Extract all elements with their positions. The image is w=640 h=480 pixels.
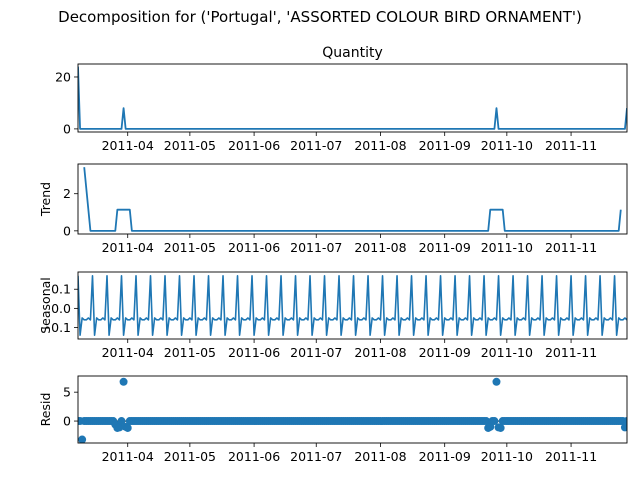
x-tick-label: 2011-10 (481, 345, 533, 360)
x-tick-label: 2011-10 (481, 240, 533, 255)
panel-2-frame (77, 163, 628, 235)
x-tick-label: 2011-09 (419, 138, 471, 153)
y-tick-label: 5 (63, 385, 71, 400)
x-tick-label: 2011-05 (164, 240, 216, 255)
seasonal-line (78, 275, 627, 336)
x-tick-label: 2011-09 (419, 449, 471, 464)
y-tick-label: 20 (55, 69, 71, 84)
figure-suptitle: Decomposition for ('Portugal', 'ASSORTED… (58, 8, 582, 26)
x-tick-label: 2011-10 (481, 449, 533, 464)
resid-point (620, 423, 627, 432)
x-tick-label: 2011-04 (102, 345, 154, 360)
panel-3: −0.1 0.0 0.1 2011-04 2011-05 2011-06 2011-07 20… (38, 271, 628, 360)
x-tick-label: 2011-06 (228, 449, 280, 464)
x-tick-label: 2011-09 (419, 240, 471, 255)
y-tick-label: 2 (63, 186, 71, 201)
x-tick-label: 2011-11 (545, 240, 597, 255)
panel-1-title: Quantity (322, 45, 383, 61)
resid-point (496, 423, 505, 432)
x-tick-label: 2011-04 (102, 449, 154, 464)
x-tick-label: 2011-11 (545, 449, 597, 464)
resid-point (119, 377, 128, 386)
panel-4-frame (77, 375, 628, 444)
resid-point (623, 417, 627, 426)
x-tick-label: 2011-06 (228, 345, 280, 360)
resid-point (117, 417, 126, 426)
x-tick-label: 2011-10 (481, 138, 533, 153)
x-tick-label: 2011-07 (290, 345, 342, 360)
x-tick-label: 2011-08 (354, 138, 406, 153)
y-tick-label: 0.1 (51, 282, 71, 297)
resid-point (482, 417, 491, 426)
resid-point (490, 417, 499, 426)
panel-1: Quantity 0 20 2011-04 2011-05 2011-06 2011-07 2… (55, 45, 628, 153)
panel-4: 0 5 2011-04 2011-05 2011-06 2011-07 2011-08 201… (38, 375, 628, 464)
x-tick-label: 2011-08 (354, 240, 406, 255)
series-line-2-1 (83, 167, 622, 232)
x-tick-label: 2011-06 (228, 138, 280, 153)
x-tick-label: 2011-08 (354, 345, 406, 360)
panel-1-data (78, 66, 627, 130)
x-tick-label: 2011-05 (164, 345, 216, 360)
panel-1-frame (77, 63, 628, 133)
y-tick-label: 0 (63, 414, 71, 429)
y-axis-label: Seasonal (38, 277, 53, 334)
x-tick-label: 2011-08 (354, 449, 406, 464)
y-tick-label: −0.1 (41, 320, 71, 335)
x-tick-label: 2011-06 (228, 240, 280, 255)
y-tick-label: 0 (63, 121, 71, 136)
resid-point (115, 423, 124, 432)
x-tick-label: 2011-07 (290, 449, 342, 464)
x-tick-label: 2011-07 (290, 240, 342, 255)
resid-point (123, 423, 132, 432)
x-tick-label: 2011-04 (102, 240, 154, 255)
resid-point (492, 377, 501, 386)
resid-point (78, 435, 87, 443)
x-tick-label: 2011-11 (545, 345, 597, 360)
panel-3-data (78, 275, 627, 336)
x-tick-label: 2011-05 (164, 449, 216, 464)
panel-2-data (83, 167, 622, 232)
series-line-1-1 (78, 66, 627, 130)
panel-4-data (78, 377, 627, 443)
x-tick-label: 2011-04 (102, 138, 154, 153)
x-tick-label: 2011-05 (164, 138, 216, 153)
y-tick-label: 0 (63, 223, 71, 238)
x-tick-label: 2011-09 (419, 345, 471, 360)
y-axis-label: Resid (38, 393, 53, 427)
panel-3-frame (77, 271, 628, 340)
y-tick-label: 0.0 (51, 301, 71, 316)
x-tick-label: 2011-07 (290, 138, 342, 153)
panel-2: 0 2 2011-04 2011-05 2011-06 2011-07 2011-08 201… (38, 163, 628, 255)
y-axis-label: Trend (38, 182, 53, 217)
x-tick-label: 2011-11 (545, 138, 597, 153)
